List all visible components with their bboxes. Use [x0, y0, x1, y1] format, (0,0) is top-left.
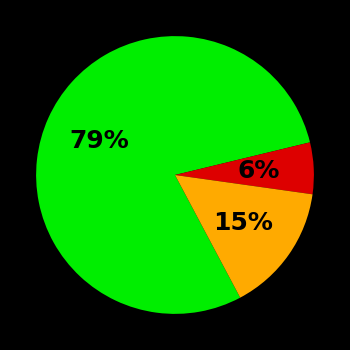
- Wedge shape: [175, 142, 314, 194]
- Text: 6%: 6%: [237, 159, 279, 183]
- Wedge shape: [36, 36, 310, 314]
- Text: 15%: 15%: [214, 211, 273, 235]
- Wedge shape: [175, 175, 313, 298]
- Text: 79%: 79%: [69, 129, 129, 153]
